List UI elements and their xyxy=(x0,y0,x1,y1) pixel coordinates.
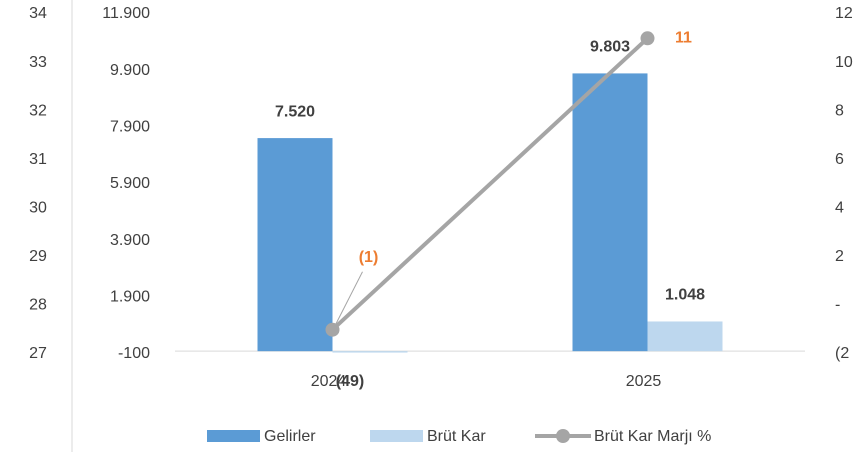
data-label: 1.048 xyxy=(665,287,705,304)
bar xyxy=(332,351,408,353)
y3-tick-label: 32 xyxy=(29,102,47,119)
y2-tick-label: (2 xyxy=(835,345,849,362)
legend-swatch xyxy=(556,429,570,443)
y-tick-label: -100 xyxy=(118,345,150,362)
y2-tick-label: 4 xyxy=(835,200,844,217)
y3-tick-label: 29 xyxy=(29,248,47,265)
y2-tick-label: 2 xyxy=(835,248,844,265)
legend-label: Brüt Kar Marjı % xyxy=(594,428,711,445)
legend-label: Brüt Kar xyxy=(427,428,486,445)
bar xyxy=(647,321,723,352)
line-label: (1) xyxy=(359,249,379,266)
y-tick-label: 7.900 xyxy=(110,119,150,136)
line-marker xyxy=(640,31,655,46)
y3-tick-label: 33 xyxy=(29,54,47,71)
y-tick-label: 1.900 xyxy=(110,289,150,306)
y3-tick-label: 28 xyxy=(29,297,47,314)
data-label: 9.803 xyxy=(590,39,630,56)
legend-swatch xyxy=(207,430,260,442)
y-tick-label: 11.900 xyxy=(102,5,150,22)
y3-tick-label: 27 xyxy=(29,345,47,362)
data-label: (49) xyxy=(336,373,364,390)
y-tick-label: 9.900 xyxy=(110,62,150,79)
y3-tick-label: 34 xyxy=(29,5,47,22)
line xyxy=(331,36,649,332)
y3-tick-label: 31 xyxy=(29,151,47,168)
line-label: 11 xyxy=(675,30,692,47)
legend-label: Gelirler xyxy=(264,428,316,445)
bar xyxy=(257,138,333,352)
bar xyxy=(572,73,648,352)
y2-tick-label: - xyxy=(835,297,840,314)
x-tick-label: 2025 xyxy=(626,373,662,390)
y2-tick-label: 6 xyxy=(835,151,844,168)
leader-line xyxy=(335,271,363,325)
y2-tick-label: 12 xyxy=(835,5,853,22)
legend-swatch xyxy=(370,430,423,442)
x-tick-label: 2024 xyxy=(311,373,347,390)
y-tick-label: 3.900 xyxy=(110,232,150,249)
y2-tick-label: 8 xyxy=(835,102,844,119)
data-label: 7.520 xyxy=(275,103,315,120)
line-marker xyxy=(325,322,340,337)
y3-tick-label: 30 xyxy=(29,200,47,217)
y2-tick-label: 10 xyxy=(835,54,853,71)
y-tick-label: 5.900 xyxy=(110,175,150,192)
